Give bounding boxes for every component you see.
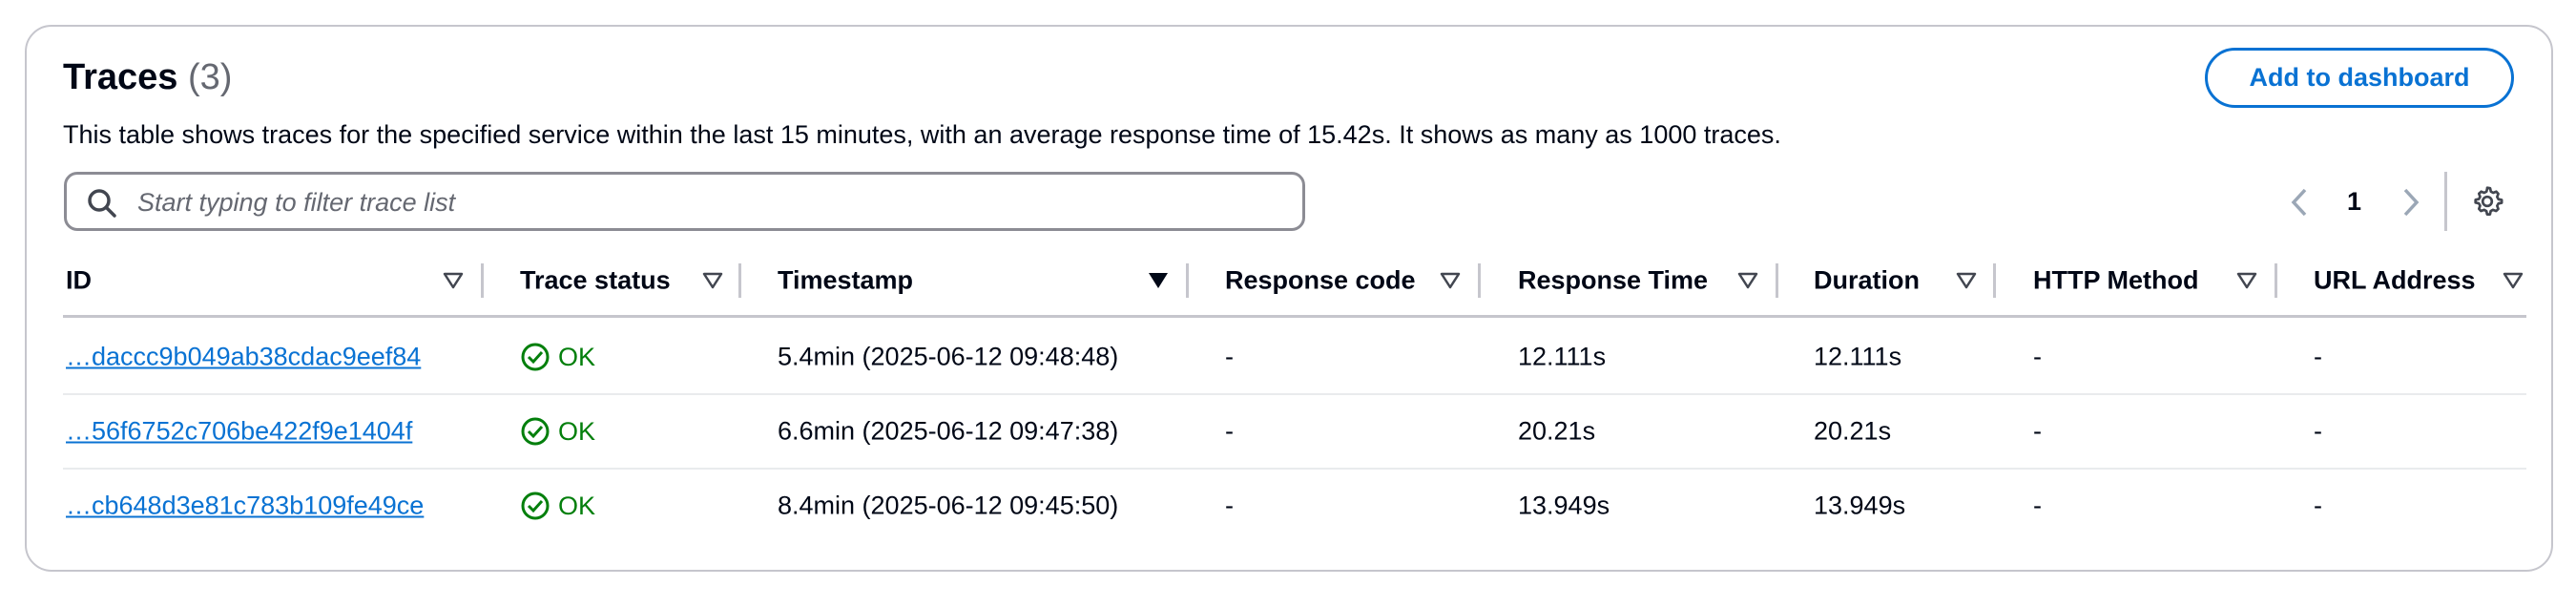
page-number[interactable]: 1	[2347, 187, 2362, 216]
column-header[interactable]: HTTP Method	[2033, 265, 2199, 295]
cell-text: -	[1225, 342, 1234, 371]
cell-text: 5.4min (2025-06-12 09:48:48)	[778, 342, 1119, 371]
next-page[interactable]	[2398, 186, 2422, 219]
status-text: OK	[558, 342, 596, 371]
row-divider	[63, 393, 2526, 395]
sort-icon[interactable]	[443, 271, 464, 290]
column-header[interactable]: Trace status	[520, 265, 671, 295]
status-text: OK	[558, 416, 596, 446]
column-header[interactable]: Response Time	[1518, 265, 1709, 295]
cell-text: 20.21s	[1814, 416, 1892, 446]
cell-text: 12.111s	[1814, 342, 1902, 371]
sort-icon[interactable]	[1148, 271, 1169, 290]
column-divider	[1186, 263, 1189, 298]
column-header[interactable]: ID	[66, 265, 92, 295]
settings-button[interactable]	[2470, 184, 2504, 219]
description: This table shows traces for the specifie…	[63, 120, 1781, 149]
trace-id-link[interactable]: …cb648d3e81c783b109fe49ce	[66, 491, 425, 520]
search-icon	[88, 189, 116, 218]
status-icon	[521, 343, 550, 371]
status-text: OK	[558, 491, 596, 520]
cell-text: -	[2314, 342, 2322, 371]
cell-text: 13.949s	[1518, 491, 1610, 520]
sort-icon[interactable]	[1440, 271, 1461, 290]
sort-icon[interactable]	[702, 271, 723, 290]
cell-text: 6.6min (2025-06-12 09:47:38)	[778, 416, 1119, 446]
column-header[interactable]: Timestamp	[778, 265, 914, 295]
column-divider	[738, 263, 741, 298]
trace-id-link[interactable]: …56f6752c706be422f9e1404f	[66, 416, 413, 446]
cell-text: -	[1225, 416, 1234, 446]
trace-id-link[interactable]: …daccc9b049ab38cdac9eef84	[66, 342, 422, 371]
cell-text: 20.21s	[1518, 416, 1596, 446]
cell-text: -	[2033, 342, 2042, 371]
trace-count: (3)	[188, 57, 233, 97]
trace-status: OK	[520, 342, 595, 372]
status-icon	[521, 417, 550, 446]
cell-text: -	[2314, 416, 2322, 446]
column-divider	[1993, 263, 1996, 298]
traces-panel	[25, 25, 2553, 572]
column-header[interactable]: URL Address	[2314, 265, 2476, 295]
trace-status: OK	[520, 491, 595, 521]
search-placeholder: Start typing to filter trace list	[137, 188, 456, 217]
column-divider	[1478, 263, 1481, 298]
add-to-dashboard-button[interactable]: Add to dashboard	[2205, 48, 2514, 108]
header-border	[63, 315, 2526, 318]
sort-icon[interactable]	[2236, 271, 2257, 290]
divider	[2444, 172, 2447, 231]
column-divider	[1776, 263, 1778, 298]
prev-page[interactable]	[2288, 186, 2313, 219]
cell-text: -	[2314, 491, 2322, 520]
cell-text: -	[2033, 491, 2042, 520]
sort-icon[interactable]	[2503, 271, 2524, 290]
row-divider	[63, 468, 2526, 470]
column-divider	[2275, 263, 2277, 298]
cell-text: 13.949s	[1814, 491, 1906, 520]
sort-icon[interactable]	[1737, 271, 1758, 290]
status-icon	[521, 492, 550, 520]
cell-text: 12.111s	[1518, 342, 1607, 371]
panel-title: Traces (3)	[63, 57, 232, 98]
column-header[interactable]: Duration	[1814, 265, 1920, 295]
cell-text: -	[2033, 416, 2042, 446]
sort-icon[interactable]	[1956, 271, 1977, 290]
cell-text: 8.4min (2025-06-12 09:45:50)	[778, 491, 1119, 520]
search-input[interactable]: Start typing to filter trace list	[64, 172, 1305, 231]
trace-status: OK	[520, 416, 595, 447]
cell-text: -	[1225, 491, 1234, 520]
column-divider	[481, 263, 484, 298]
title-text: Traces	[63, 57, 178, 97]
column-header[interactable]: Response code	[1225, 265, 1416, 295]
